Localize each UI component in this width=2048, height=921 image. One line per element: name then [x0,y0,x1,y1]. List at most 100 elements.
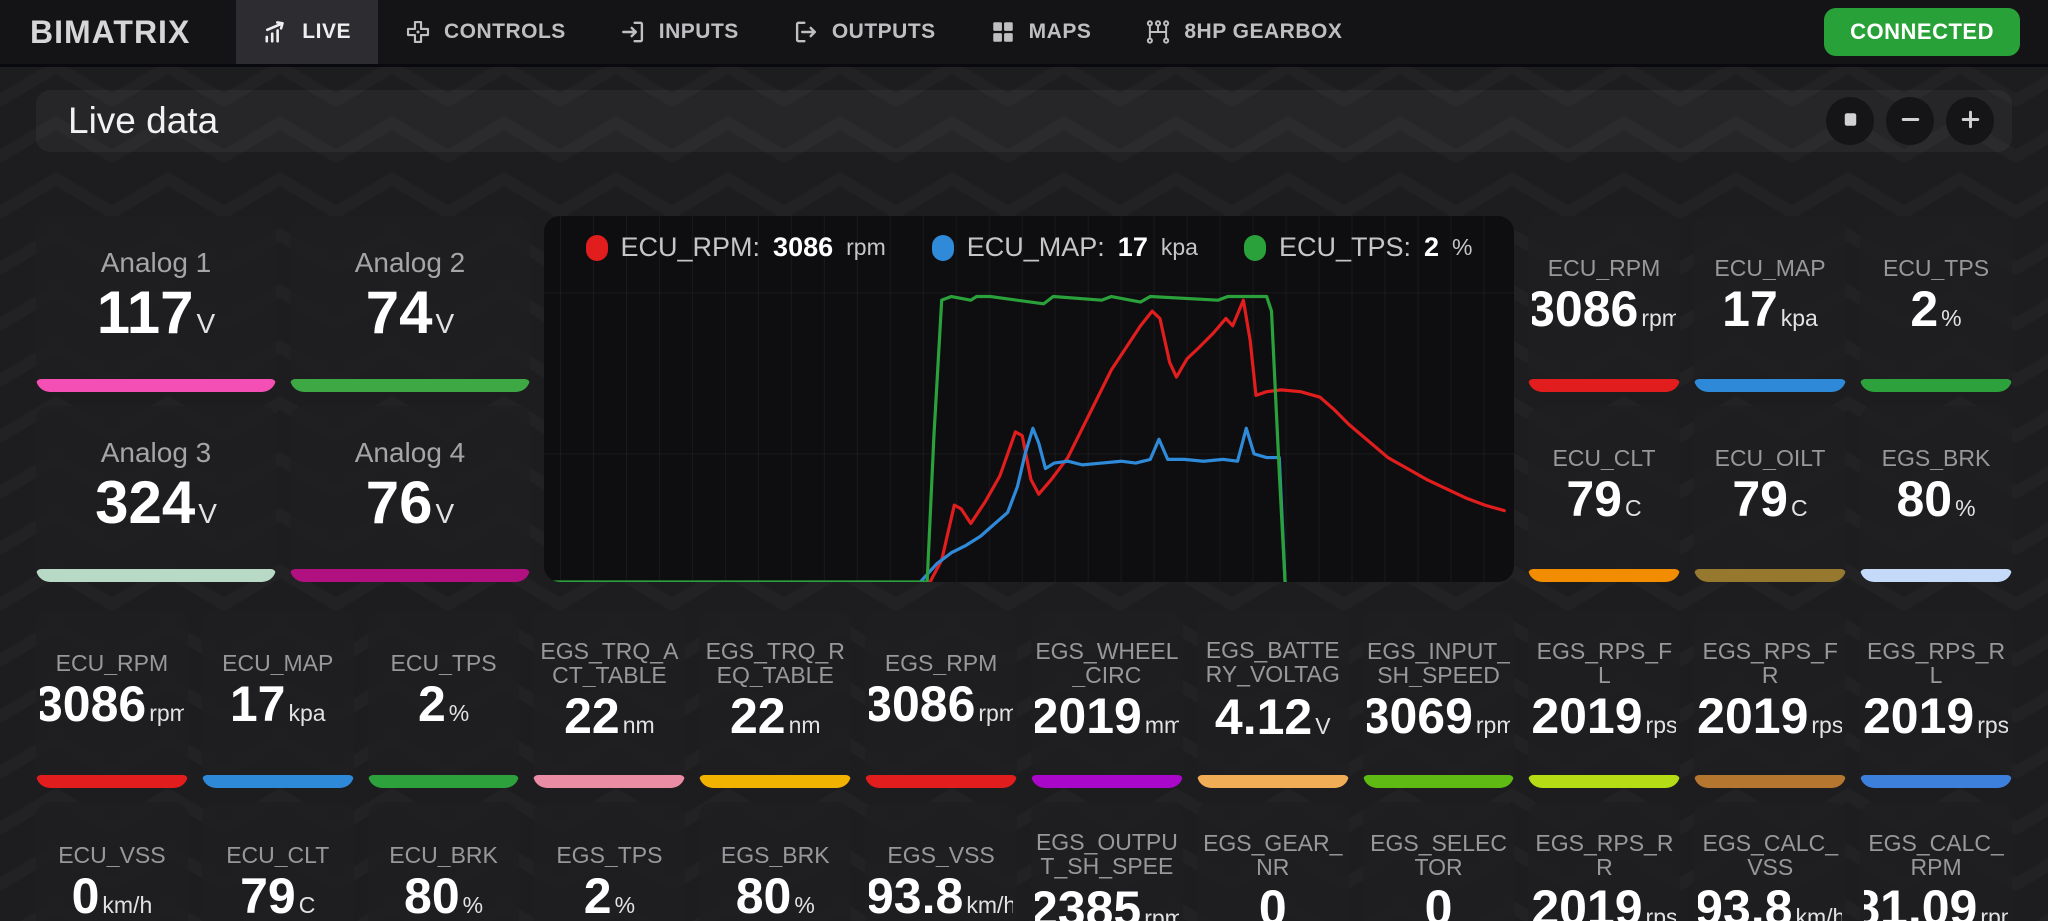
tile-color-bar [1528,569,1680,582]
tile-value: 74 V [366,281,454,344]
tile-value-number: 80 [1896,473,1953,526]
app-logo: BIMATRIX [30,13,191,50]
tile-value-unit: V [435,307,455,339]
tile-ecu-map: ECU_MAP 17 kpa [201,610,354,788]
stop-icon [1838,107,1863,135]
tile-value-number: 2019 [1698,690,1809,743]
tile-value-number: 22 [564,690,620,743]
nav-item-inputs[interactable]: INPUTS [593,0,766,64]
tile-value-number: 3086 [869,678,976,731]
tile-analog-4: Analog 4 76 V [290,406,530,582]
tile-color-bar [1694,569,1846,582]
nav-item-live[interactable]: LIVE [236,0,378,64]
tile-ecu-brk: ECU_BRK 80% [367,802,520,921]
tile-egs-output-sh-speed: EGS_OUTPUT_SH_SPEED2385rpm [1030,802,1183,921]
legend-item-ecurpm[interactable]: ECU_RPM: 3086 rpm [585,232,886,263]
tile-color-bar [699,775,852,788]
tile-ecu-clt: ECU_CLT 79 C [1528,406,1680,582]
nav-item-outputs[interactable]: OUTPUTS [766,0,963,64]
zoom-in-button[interactable] [1946,97,1994,145]
tile-color-bar [1362,775,1515,788]
tile-egs-brk: EGS_BRK 80% [1860,406,2012,582]
tile-label: EGS_OUTPUT_SH_SPEED [1035,830,1178,880]
tile-color-bar [36,775,188,788]
chart-plot [544,216,1514,582]
tile-color-bar [1196,775,1349,788]
stop-button[interactable] [1826,97,1874,145]
tile-value: 17 kpa [1722,283,1818,336]
ecu-summary-tiles: ECU_RPM 3086 rpm ECU_MAP 17 kpa ECU_TPS 2% ECU_C… [1528,216,2012,582]
tile-value-unit: nm [622,712,655,739]
tile-color-bar [1694,379,1846,392]
tile-value-number: 117 [96,280,194,344]
tile-egs-input-sh-speed: EGS_INPUT_SH_SPEED 3069 rpm [1362,610,1515,788]
tile-label: EGS_RPS_RR [1535,831,1674,880]
tile-label: EGS_CALC_RPM [1868,831,2004,880]
tile-label: ECU_VSS [58,843,166,868]
tile-value: 80% [1896,473,1975,526]
tile-egs-trq-req-table: EGS_TRQ_REQ_TABLE 22 nm [699,610,852,788]
toolbar [1826,97,1994,145]
tile-value-number: 2 [417,678,446,731]
tile-label: ECU_MAP [222,651,334,676]
nav-item-controls[interactable]: CONTROLS [378,0,593,64]
tile-label: EGS_WHEEL_CIRC [1035,639,1179,688]
tile-label: EGS_RPS_RL [1867,639,2006,688]
tile-label: EGS_RPM [884,651,998,676]
tile-egs-rps-rr: EGS_RPS_RR 2019 rps [1528,802,1681,921]
tile-label: ECU_OILT [1714,446,1826,471]
zoom-out-button[interactable] [1886,97,1934,145]
tile-egs-vss: EGS_VSS 93.8 km/h [865,802,1017,921]
tile-color-bar [865,775,1017,788]
legend-item-ecutps[interactable]: ECU_TPS: 2% [1243,232,1472,263]
tile-egs-battery-voltage: EGS_BATTERY_VOLTAGE4.12V [1196,610,1349,788]
tile-value: 79 C [240,870,315,921]
tile-value-number: 3086 [1532,283,1639,336]
tile-label: EGS_SELECTOR [1370,831,1507,880]
inputs-arrow-icon [620,19,646,45]
tile-ecu-tps: ECU_TPS 2% [367,610,520,788]
legend-item-ecumap[interactable]: ECU_MAP: 17 kpa [931,232,1198,263]
tile-value-number: 79 [240,870,296,921]
nav-item-gearbox[interactable]: 8HP GEARBOX [1118,0,1369,64]
tile-label: Analog 1 [100,248,212,278]
tile-analog-1: Analog 1 117 V [36,216,276,392]
nav-spacer [1369,0,1824,64]
tile-value: 79 C [1566,473,1641,526]
legend-value: 3086 [773,232,834,262]
nav-item-label: LIVE [302,20,351,43]
tile-value: 76 V [366,471,454,534]
nav-item-label: INPUTS [658,20,739,43]
analog-tiles: Analog 1 117 V Analog 2 74 V Analog 3 324 V Analo… [36,216,530,582]
tile-value-unit: C [298,892,316,919]
tile-value-number: 324 [95,470,196,534]
tile-label: EGS_RPS_FR [1702,639,1838,688]
tile-value: 2019 rps [1532,882,1676,921]
tile-value: 3086 rpm [1532,283,1676,336]
tile-label: EGS_BRK [1881,446,1991,471]
tile-label: EGS_BATTERY_VOLTAGE [1205,638,1340,688]
tile-value-number: 81.09 [1864,882,1978,921]
tile-value-number: 93.8 [869,870,964,921]
tile-value-unit: % [448,700,470,727]
tile-color-bar [533,775,686,788]
nav-item-maps[interactable]: MAPS [963,0,1119,64]
tile-value-unit: C [1791,495,1808,522]
tile-value-unit: % [614,892,636,919]
chart-legend: ECU_RPM: 3086 rpm ECU_MAP: 17 kpa ECU_TPS: 2% [544,232,1514,263]
tile-label: EGS_CALC_VSS [1702,831,1838,880]
tile-value: 93.8 km/h [1698,882,1842,921]
tile-value-number: 0 [71,870,100,921]
tile-egs-tps: EGS_TPS 2% [533,802,686,921]
page-header: Live data [36,90,2012,152]
legend-color-dot [1243,234,1266,261]
tile-label: ECU_RPM [55,651,169,676]
tile-value-number: 2385 [1034,883,1142,921]
legend-unit: kpa [1160,234,1198,260]
tile-egs-wheel-circ: EGS_WHEEL_CIRC 2019 mm [1030,610,1183,788]
tile-value-number: 0 [1424,882,1453,921]
tile-egs-selector: EGS_SELECTOR 0 [1362,802,1515,921]
tile-value-unit: kpa [288,700,326,727]
tile-label: ECU_CLT [1552,446,1656,471]
